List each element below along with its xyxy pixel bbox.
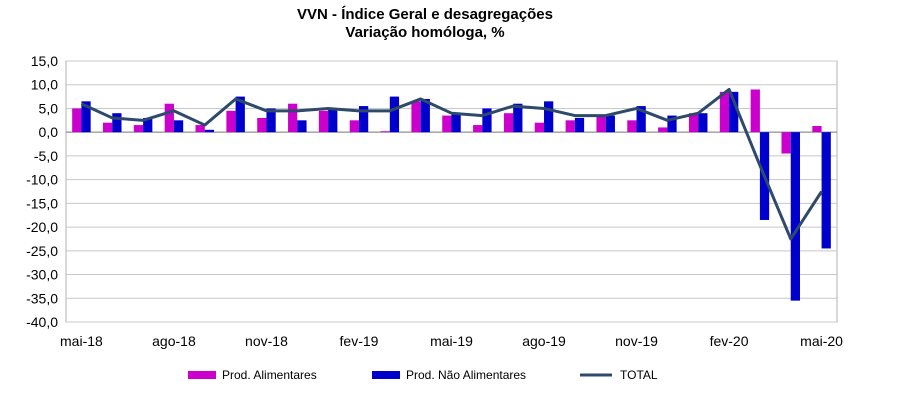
bar-prod-alimentares (534, 122, 545, 133)
legend-prod-nao-alimentares-label: Prod. Não Alimentares (406, 368, 526, 382)
bar-prod-nao-alimentares (328, 108, 338, 133)
bar-prod-nao-alimentares (420, 98, 430, 133)
bar-prod-nao-alimentares (266, 108, 276, 133)
line-total (80, 87, 823, 241)
y-tick-label: -15,0 (26, 195, 58, 211)
bar-prod-alimentares (473, 125, 483, 133)
bar-prod-nao-alimentares (389, 96, 400, 133)
y-tick-label: -10,0 (26, 172, 58, 188)
y-tick-label: 10,0 (31, 77, 58, 93)
bar-prod-alimentares (380, 131, 390, 133)
bar-prod-nao-alimentares (544, 101, 554, 133)
bar-prod-alimentares (596, 115, 606, 133)
bar-prod-nao-alimentares (790, 132, 800, 301)
bar-prod-nao-alimentares (482, 108, 492, 133)
y-tick-label: 5,0 (39, 100, 59, 116)
bar-prod-nao-alimentares (821, 132, 831, 249)
x-tick-label: fev-20 (710, 333, 749, 349)
y-tick-label: -25,0 (26, 243, 58, 259)
x-tick-label: mai-19 (430, 333, 473, 349)
bar-prod-alimentares (442, 115, 452, 133)
bar-prod-nao-alimentares (112, 113, 122, 133)
bar-prod-nao-alimentares (358, 106, 369, 133)
bar-prod-alimentares (257, 117, 267, 133)
bar-prod-alimentares (288, 103, 298, 133)
bar-prod-nao-alimentares (574, 117, 585, 133)
bar-prod-alimentares (349, 120, 359, 133)
legend-prod-nao-alimentares-swatch (372, 371, 400, 379)
bar-prod-alimentares (411, 101, 421, 133)
bar-prod-nao-alimentares (81, 101, 91, 133)
bar-prod-alimentares (133, 125, 144, 133)
bar-prod-nao-alimentares (667, 115, 677, 133)
bar-prod-alimentares (781, 132, 791, 154)
y-tick-label: -40,0 (26, 314, 58, 330)
bar-prod-nao-alimentares (173, 120, 184, 133)
x-tick-label: fev-19 (340, 333, 379, 349)
bar-prod-alimentares (164, 103, 174, 133)
bar-prod-alimentares (195, 125, 205, 133)
bar-prod-alimentares (812, 126, 822, 133)
bar-prod-nao-alimentares (143, 117, 153, 133)
bar-prod-alimentares (318, 110, 329, 133)
y-tick-label: -35,0 (26, 290, 58, 306)
bar-prod-alimentares (658, 127, 668, 133)
x-tick-label: ago-19 (522, 333, 566, 349)
x-tick-label: ago-18 (152, 333, 196, 349)
bar-prod-alimentares (226, 110, 236, 133)
bar-prod-nao-alimentares (698, 113, 708, 133)
bar-prod-nao-alimentares (204, 129, 215, 133)
bar-prod-nao-alimentares (605, 115, 615, 133)
bar-prod-alimentares (72, 108, 82, 133)
bar-prod-alimentares (719, 91, 730, 133)
bar-prod-nao-alimentares (297, 120, 307, 133)
y-tick-label: -30,0 (26, 267, 58, 283)
bar-prod-alimentares (503, 113, 514, 133)
bar-prod-alimentares (565, 120, 575, 133)
bar-prod-nao-alimentares (513, 103, 523, 133)
bar-prod-alimentares (103, 122, 113, 133)
bar-prod-alimentares (750, 89, 760, 133)
x-tick-label: mai-20 (800, 333, 843, 349)
x-tick-label: mai-18 (60, 333, 103, 349)
y-tick-label: -5,0 (34, 148, 58, 164)
bar-prod-nao-alimentares (235, 96, 245, 133)
bar-prod-alimentares (688, 113, 699, 133)
y-tick-label: -20,0 (26, 219, 58, 235)
legend-prod-alimentares-label: Prod. Alimentares (222, 368, 317, 382)
legend-prod-alimentares-swatch (188, 371, 216, 379)
legend-total-label: TOTAL (620, 368, 658, 382)
x-tick-label: nov-19 (615, 333, 658, 349)
chart-subtitle: Variação homóloga, % (345, 24, 505, 41)
chart-title: VVN - Índice Geral e desagregações (297, 6, 553, 23)
y-tick-label: 15,0 (31, 53, 58, 69)
bar-prod-alimentares (627, 120, 637, 133)
x-tick-label: nov-18 (245, 333, 288, 349)
y-tick-label: 0,0 (39, 124, 59, 140)
bar-prod-nao-alimentares (636, 106, 646, 133)
bar-prod-nao-alimentares (729, 91, 739, 133)
bar-prod-nao-alimentares (451, 113, 461, 133)
